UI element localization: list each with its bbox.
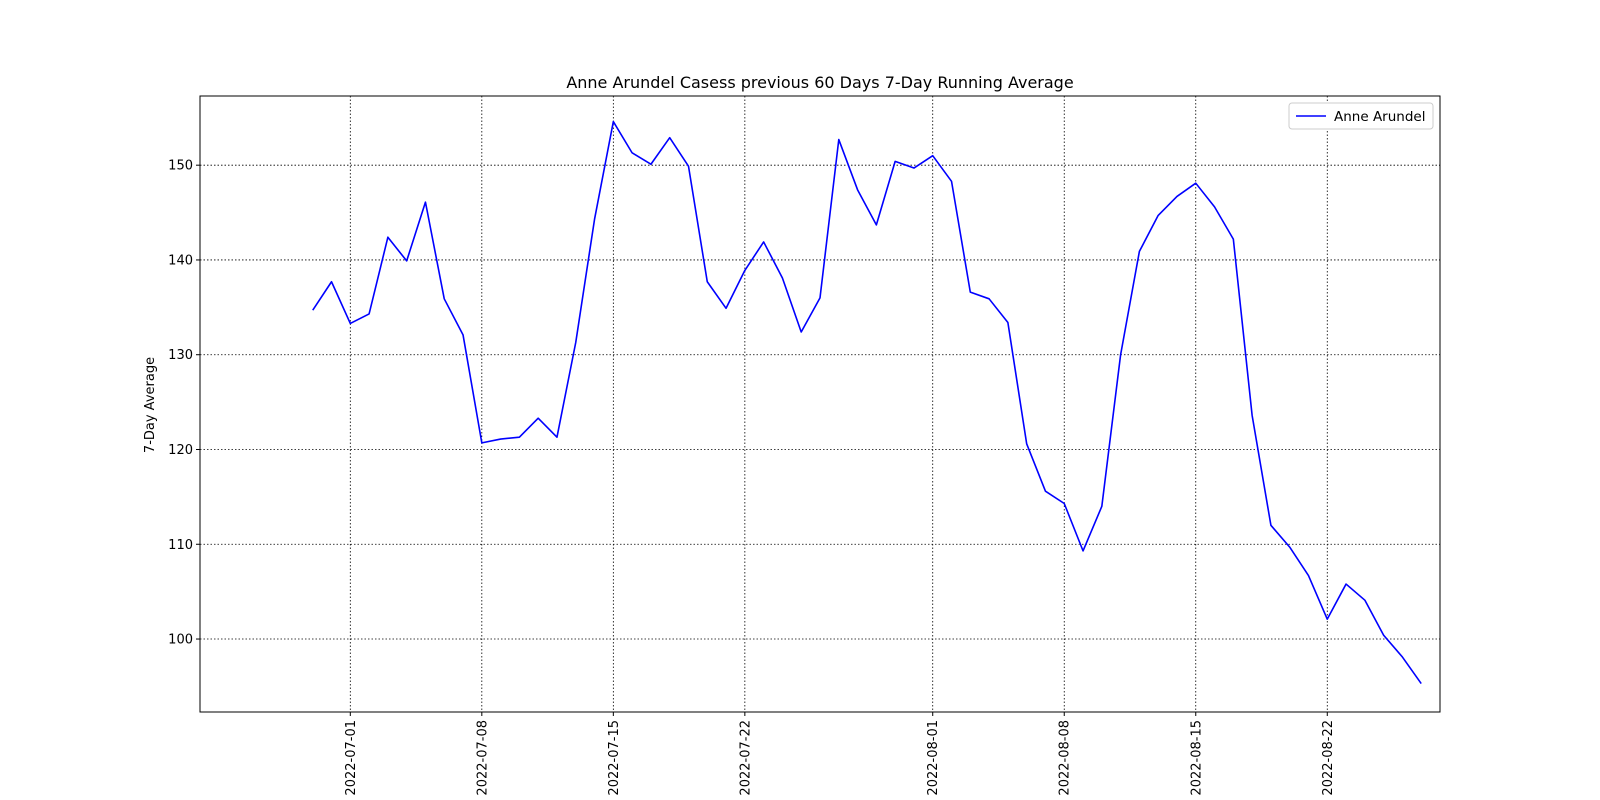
x-tick-label: 2022-07-08: [475, 720, 490, 796]
y-tick-label: 110: [168, 538, 193, 553]
legend: Anne Arundel: [1288, 102, 1434, 130]
x-tick-label: 2022-08-22: [1321, 720, 1336, 796]
legend-box: [1288, 102, 1434, 130]
grid: [200, 96, 1440, 712]
x-tick-label: 2022-07-01: [344, 720, 359, 796]
legend-label: Anne Arundel: [1334, 109, 1425, 125]
chart-title: Anne Arundel Casess previous 60 Days 7-D…: [566, 73, 1073, 92]
y-tick-label: 100: [168, 633, 193, 648]
y-tick-label: 130: [168, 348, 193, 363]
x-tick-label: 2022-07-22: [738, 720, 753, 796]
y-tick-label: 120: [168, 443, 193, 458]
series-line: [312, 120, 1422, 685]
series-layer: [312, 120, 1422, 685]
x-tick-label: 2022-08-15: [1189, 720, 1204, 796]
x-tick-label: 2022-08-01: [926, 720, 941, 796]
x-tick-label: 2022-07-15: [607, 720, 622, 796]
x-tick-label: 2022-08-08: [1058, 720, 1073, 796]
y-tick-label: 150: [168, 159, 193, 174]
y-axis-label: 7-Day Average: [143, 357, 158, 453]
plot-frame: [199, 95, 1441, 713]
y-tick-label: 140: [168, 253, 193, 268]
ticks: 100 110 120 130 140 150 2022-07-01 2022-07-08 20…: [168, 159, 1336, 796]
